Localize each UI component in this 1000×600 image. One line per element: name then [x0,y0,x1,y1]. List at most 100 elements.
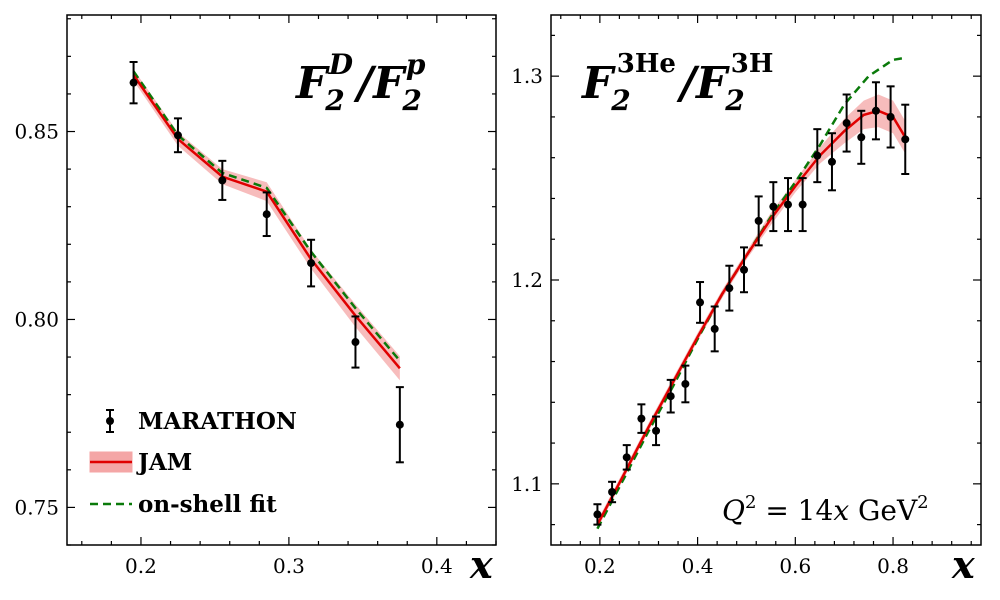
right-jam-line [596,109,907,526]
right-marathon-point [593,503,602,526]
right-data-marker [681,379,690,388]
right-data-marker [798,200,807,209]
left-title: F2D/F2p [294,48,426,117]
right-onshell-series-line [596,56,906,530]
right-x-tick-label: 0.4 [682,554,714,578]
right-marathon-point [681,364,690,404]
left-onshell-series-line [132,70,401,362]
right-marathon-point [813,128,822,184]
right-data-marker [593,510,602,519]
left-marathon-point [218,159,227,201]
legend-label-marathon: MARATHON [138,408,297,435]
left-data-marker [129,78,138,87]
right-data-marker [740,265,749,274]
right-marathon-point [637,403,646,434]
right-title: F23He/F23H [580,49,773,117]
legend-label-jam: JAM [136,449,192,476]
left-plot-frame [66,14,497,546]
left-x-tick-label: 0.3 [273,554,305,578]
right-marathon-point [783,177,792,233]
right-marathon-point [886,85,895,149]
right-marathon-point [740,246,749,294]
legend-label-onshell: on-shell fit [138,491,277,518]
left-ticks [67,15,497,546]
left-marathon-point [173,117,182,154]
right-onshell-line [596,56,906,530]
left-data-marker [395,420,404,429]
right-panel: 0.2 0.4 0.6 0.8 1.1 1.2 1.3 F23He/F23H Q2 = 14… [511,14,982,587]
left-data-marker [351,338,360,347]
right-data-marker [813,151,822,160]
left-marathon-point [351,315,360,369]
right-data-marker [842,119,851,128]
right-data-marker [637,414,646,423]
right-jam-band-area [597,94,906,529]
right-marathon-point [608,480,617,504]
right-data-marker [871,106,880,115]
left-x-axis-label: x [469,542,494,587]
right-x-axis-label: x [951,542,976,587]
left-onshell-line [132,70,401,362]
left-data-marker [173,131,182,140]
right-y-tick-label: 1.1 [511,472,543,496]
right-marathon-point [798,177,807,233]
right-data-marker [725,284,734,293]
left-y-tick-label: 0.80 [14,307,59,331]
right-marathon-point [769,181,778,233]
right-annotation: Q2 = 14x GeV2 [722,492,929,527]
right-data-marker [901,135,910,144]
right-data-marker [857,133,866,142]
right-x-tick-label: 0.8 [877,554,909,578]
right-marathon-point [710,305,719,353]
left-y-tick-label: 0.85 [14,120,59,144]
right-y-tick-label: 1.2 [511,268,543,292]
right-tick-labels: 0.2 0.4 0.6 0.8 1.1 1.2 1.3 [511,64,909,578]
right-marathon-point [871,81,880,141]
right-marathon-point [857,109,866,165]
right-data-marker [696,298,705,307]
right-data-marker [754,216,763,225]
right-data-marker [886,112,895,121]
right-marathon-point [901,103,910,175]
left-marathon-point [262,191,271,238]
right-marathon-point [666,378,675,414]
left-tick-labels: 0.2 0.3 0.4 0.75 0.80 0.85 [14,120,452,578]
right-data-marker [666,392,675,401]
right-jam-band [597,94,906,529]
right-data-marker [769,202,778,211]
left-data-marker [307,259,316,268]
right-marathon-point [842,93,851,153]
right-ticks [551,15,981,545]
right-jam-series-line [596,109,907,526]
right-marathon-point [827,132,836,192]
left-marathon-point [129,60,138,105]
left-marathon-points [129,60,404,464]
left-x-tick-label: 0.2 [125,554,157,578]
right-data-marker [608,488,617,496]
right-marathon-point [696,281,705,324]
left-x-tick-label: 0.4 [421,554,453,578]
legend-item-marathon: MARATHON [106,408,297,435]
right-marathon-point [622,444,631,471]
legend-item-onshell: on-shell fit [90,491,277,518]
left-data-marker [218,176,227,185]
right-marathon-point [754,195,763,247]
left-panel: 0.2 0.3 0.4 0.75 0.80 0.85 F2D/F2p x MARATHON… [14,14,497,587]
legend: MARATHON JAM on-shell fit [89,408,297,518]
right-x-tick-label: 0.2 [584,554,616,578]
left-marathon-point [307,238,316,288]
left-data-marker [262,210,271,219]
left-marathon-point [395,386,404,464]
right-data-marker [652,426,661,435]
right-marathon-point [725,264,734,312]
right-data-marker [783,200,792,209]
right-data-marker [622,453,631,462]
right-marathon-point [652,415,661,447]
right-data-marker [710,324,719,333]
right-x-tick-label: 0.6 [779,554,811,578]
right-y-tick-label: 1.3 [511,64,543,88]
legend-item-jam: JAM [89,449,192,476]
right-marathon-points [593,81,910,526]
right-data-marker [827,157,836,166]
